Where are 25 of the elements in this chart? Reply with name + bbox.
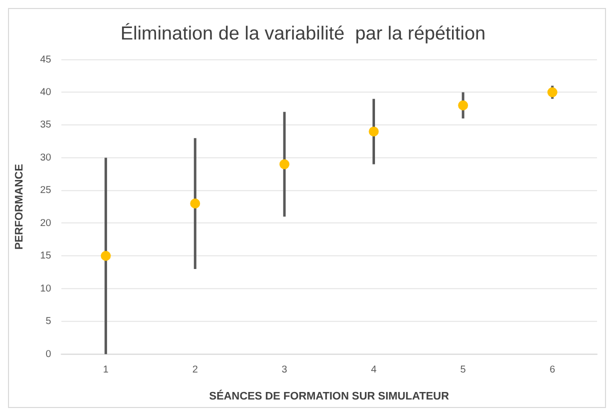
y-tick-label: 45 xyxy=(40,54,52,66)
point xyxy=(458,100,468,110)
y-tick-label: 25 xyxy=(40,185,52,196)
y-tick-label: 5 xyxy=(46,316,52,328)
point xyxy=(279,159,290,170)
y-axis-title: PERFORMANCE xyxy=(14,164,26,250)
point xyxy=(190,198,200,209)
y-tick-label: 35 xyxy=(40,120,52,131)
y-tick-label: 15 xyxy=(40,250,52,262)
x-tick-label: 4 xyxy=(370,364,377,376)
x-tick-label: 6 xyxy=(550,364,556,376)
point xyxy=(368,126,379,137)
y-tick-label: 30 xyxy=(40,152,52,164)
y-tick-label: 40 xyxy=(40,87,52,98)
chart-title: Élimination de la variabilité par la répétition xyxy=(120,22,486,44)
x-tick-label: 5 xyxy=(460,364,466,376)
point xyxy=(547,87,558,98)
y-tick-label: 20 xyxy=(40,218,52,229)
y-tick-label: 10 xyxy=(40,283,52,294)
x-tick-label: 1 xyxy=(103,364,110,376)
x-axis-title: SÉANCES DE FORMATION SUR SIMULATEUR xyxy=(209,389,450,402)
y-tick-label: 0 xyxy=(46,348,52,360)
x-tick-label: 2 xyxy=(192,364,198,376)
x-tick-label: 3 xyxy=(282,364,288,376)
point xyxy=(100,250,111,261)
